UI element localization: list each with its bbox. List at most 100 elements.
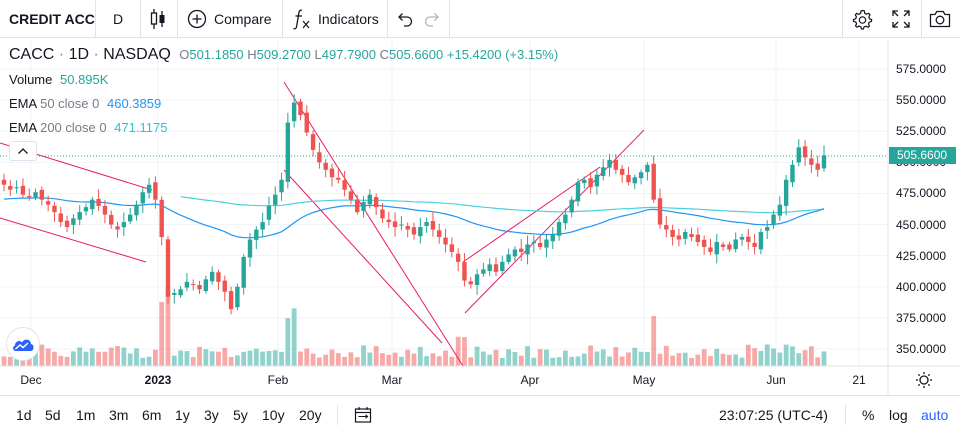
legend-symbol[interactable]: CACC <box>9 46 55 63</box>
volume-bar <box>272 350 278 366</box>
candle-body <box>102 205 108 215</box>
chart-type-button[interactable] <box>149 0 167 38</box>
volume-bar <box>796 353 802 366</box>
candle-body <box>455 253 461 262</box>
candle-body <box>607 159 612 168</box>
price-chart[interactable] <box>0 39 960 395</box>
ema50-label: EMA <box>9 96 37 111</box>
tradingview-logo[interactable] <box>6 327 40 361</box>
range-1m-button[interactable]: 1m <box>76 407 96 423</box>
range-10y-button[interactable]: 10y <box>262 407 285 423</box>
volume-bar <box>468 357 474 366</box>
candle-body <box>405 225 410 230</box>
candle-body <box>127 214 133 222</box>
range-20y-button[interactable]: 20y <box>299 407 322 423</box>
compare-button[interactable]: Compare <box>187 0 272 38</box>
range-3m-button[interactable]: 3m <box>109 407 129 423</box>
auto-toggle[interactable]: auto <box>921 407 949 423</box>
range-5d-button[interactable]: 5d <box>45 407 61 423</box>
resolution-button[interactable]: D <box>112 11 124 27</box>
volume-bar <box>115 345 120 366</box>
time-axis-label: Feb <box>267 373 289 387</box>
volume-bar <box>588 345 594 366</box>
trendline <box>283 81 464 367</box>
candle-body <box>348 191 354 200</box>
volume-legend[interactable]: Volume 50.895K <box>9 72 108 87</box>
candle-body <box>727 244 732 250</box>
collapse-legend-button[interactable] <box>9 141 37 161</box>
range-6m-button[interactable]: 6m <box>142 407 162 423</box>
candle-body <box>588 178 593 188</box>
ema50-legend[interactable]: EMA 50 close 0 460.3859 <box>9 96 161 111</box>
redo-button[interactable] <box>423 0 441 38</box>
ohlc-legend: CACC · 1D · NASDAQ O501.1850 H509.2700 L… <box>9 46 558 64</box>
camera-icon <box>929 10 951 28</box>
settings-button[interactable] <box>852 0 873 38</box>
volume-bar <box>644 351 650 366</box>
candle-body <box>52 205 57 213</box>
range-5y-button[interactable]: 5y <box>233 407 248 423</box>
candle-body <box>209 271 215 282</box>
volume-bar <box>701 349 707 366</box>
volume-bar <box>726 354 732 366</box>
volume-bar <box>253 348 259 366</box>
candle-body <box>260 222 265 230</box>
chevron-up-icon <box>18 148 28 154</box>
volume-bar <box>802 350 808 366</box>
candle-body <box>790 164 795 183</box>
range-3y-button[interactable]: 3y <box>204 407 219 423</box>
percent-toggle[interactable]: % <box>862 407 875 423</box>
toolbar-divider <box>282 0 283 38</box>
volume-bar <box>108 347 114 366</box>
range-1d-button[interactable]: 1d <box>16 407 32 423</box>
volume-bar <box>512 351 518 366</box>
volume-bar <box>815 357 821 366</box>
screenshot-button[interactable] <box>929 0 951 38</box>
volume-bar <box>771 348 776 366</box>
price-axis-label: 350.0000 <box>896 342 947 356</box>
candle-body <box>184 281 190 288</box>
candle-body <box>279 179 284 193</box>
candle-body <box>8 186 13 190</box>
candle-body <box>58 213 63 223</box>
undo-icon <box>398 13 413 27</box>
volume-bar <box>499 357 505 366</box>
log-toggle[interactable]: log <box>889 407 908 423</box>
volume-bar <box>197 346 202 366</box>
go-to-date-button[interactable] <box>354 406 372 429</box>
candle-body <box>676 235 682 240</box>
volume-bar <box>184 351 190 366</box>
volume-bar <box>209 351 215 366</box>
volume-bar <box>745 344 751 366</box>
trendline <box>283 169 443 344</box>
volume-bar <box>96 351 102 366</box>
change-value: +15.4200 (+3.15%) <box>446 47 559 62</box>
fullscreen-button[interactable] <box>891 0 911 38</box>
volume-bar <box>613 347 619 366</box>
fx-icon <box>293 9 310 30</box>
candle-body <box>310 134 316 150</box>
candle-body <box>689 234 694 237</box>
timezone-clock[interactable]: 23:07:25 (UTC-4) <box>719 407 828 423</box>
candle-body <box>134 204 139 216</box>
undo-button[interactable] <box>396 0 414 38</box>
candle-body <box>90 199 95 210</box>
time-scale-settings-button[interactable] <box>915 371 933 394</box>
range-1y-button[interactable]: 1y <box>175 407 190 423</box>
candle-body <box>809 158 814 165</box>
indicators-button[interactable]: Indicators <box>293 0 379 38</box>
redo-icon <box>424 13 439 27</box>
volume-bar <box>171 355 177 366</box>
candle-body <box>765 227 770 231</box>
candle-body <box>563 214 568 224</box>
candle-body <box>500 261 505 272</box>
volume-bar <box>178 350 184 366</box>
ema200-legend[interactable]: EMA 200 close 0 471.1175 <box>9 120 167 135</box>
price-axis-label: 525.0000 <box>896 124 947 138</box>
symbol-search[interactable]: CREDIT ACC <box>0 0 96 38</box>
candle-body <box>285 122 291 182</box>
candle-body <box>399 224 404 226</box>
candle-body <box>544 239 549 248</box>
toolbar-divider <box>387 0 388 38</box>
candle-body <box>228 291 234 310</box>
